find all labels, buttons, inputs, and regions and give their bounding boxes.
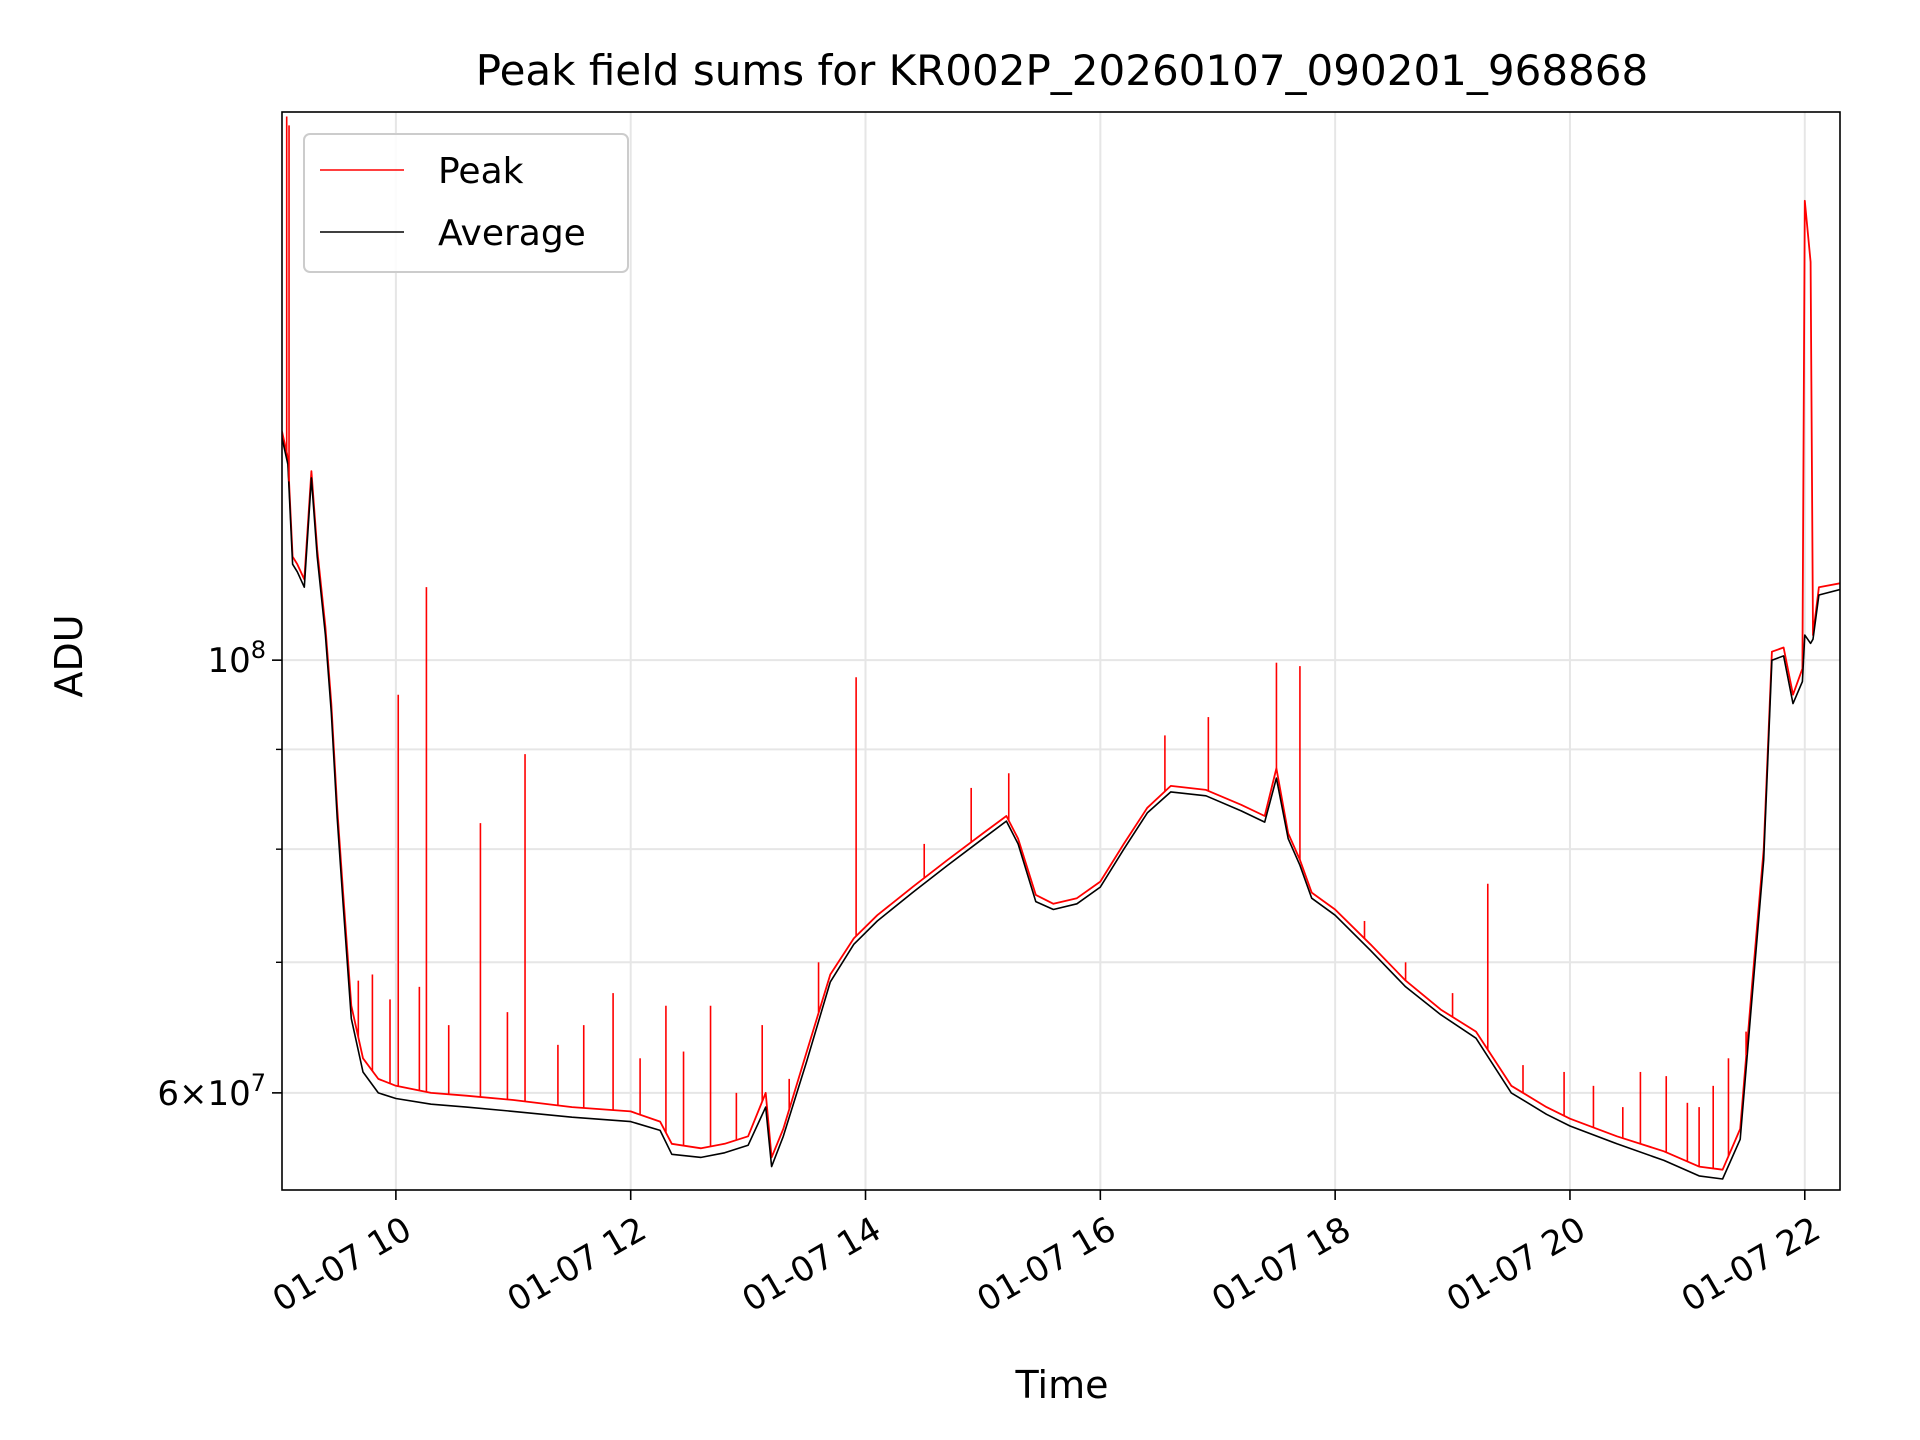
plot-frame (281, 111, 1841, 1191)
legend-box (303, 133, 629, 273)
chart-title: Peak field sums for KR002P_20260107_0902… (476, 46, 1648, 95)
legend: Peak Average (303, 133, 629, 273)
y-axis-label: ADU (47, 614, 91, 697)
y-tick-label: 6×107 (157, 1069, 266, 1114)
series-line-peak (282, 199, 1840, 1171)
series-line-average (282, 437, 1840, 1180)
y-axis: 6×107 108 (157, 636, 282, 1114)
y-tick-label: 108 (207, 636, 266, 681)
legend-label-peak: Peak (438, 151, 524, 192)
legend-label-average: Average (438, 213, 586, 254)
grid (282, 112, 1840, 1190)
x-axis-label: Time (1015, 1363, 1109, 1407)
plot-area (282, 116, 1840, 1180)
